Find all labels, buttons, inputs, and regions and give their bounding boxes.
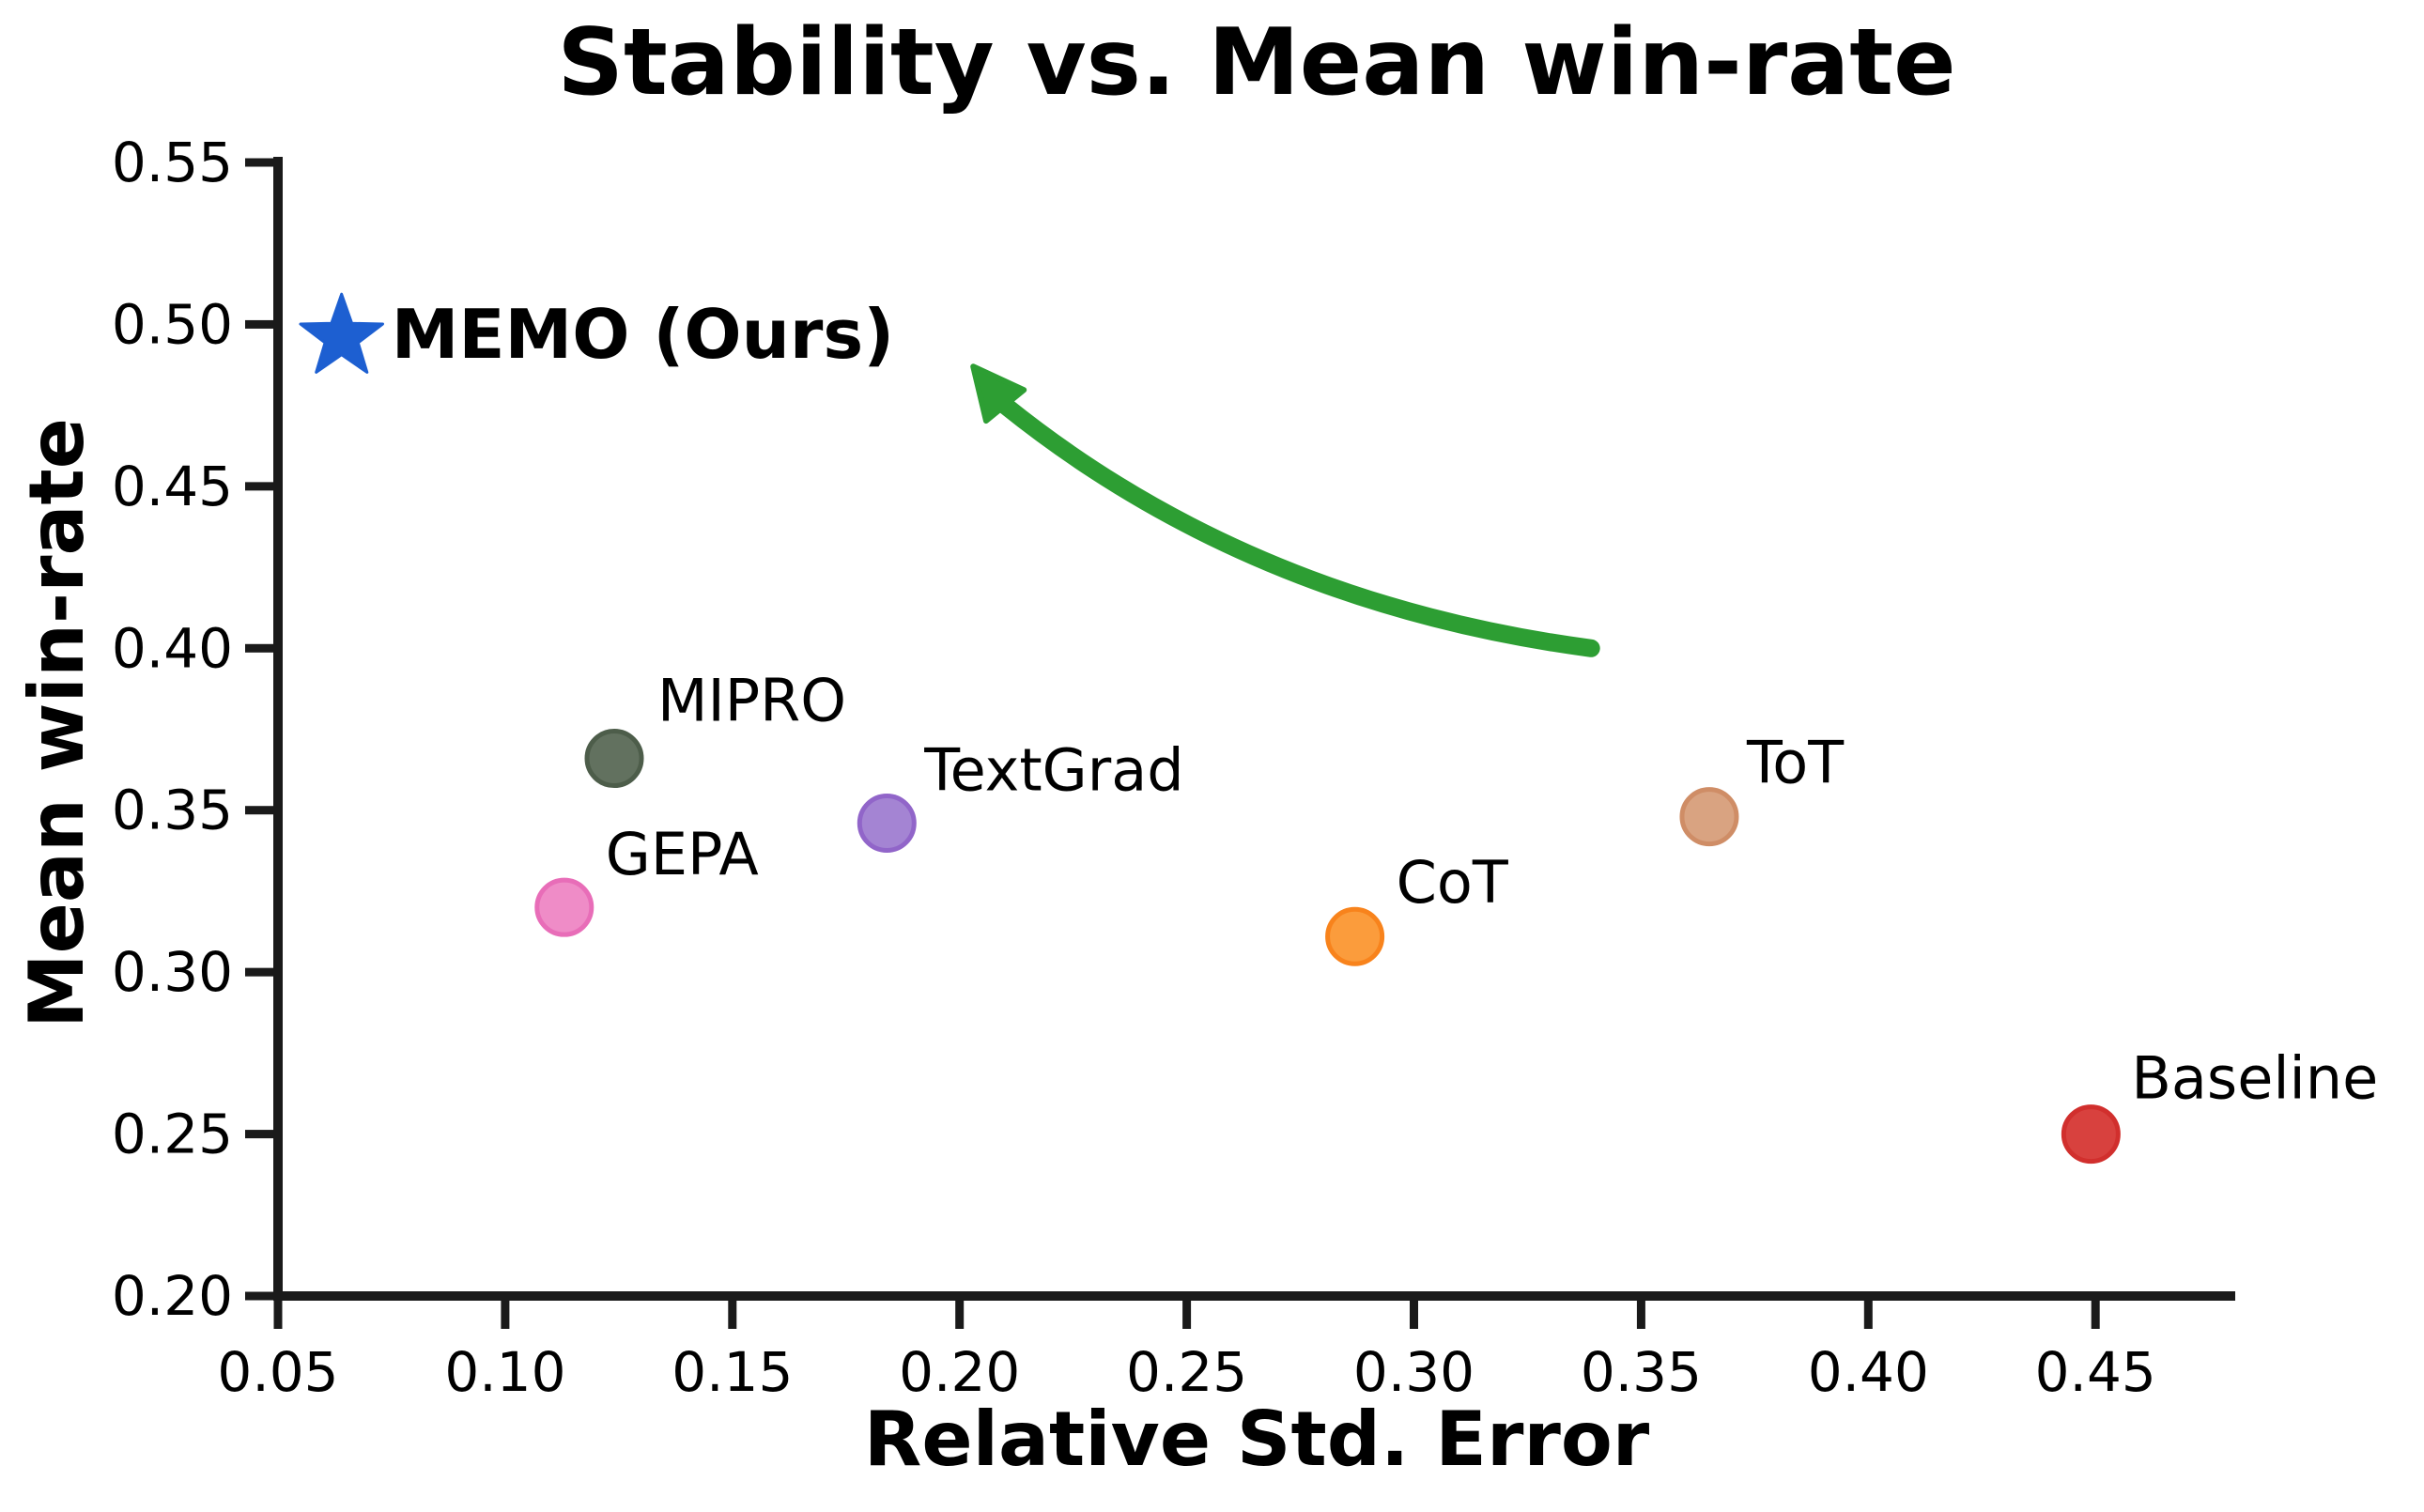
arrow-head-icon [970,363,1027,424]
x-tick-mark [1863,1301,1873,1329]
x-tick-label: 0.30 [1353,1340,1474,1404]
y-tick-mark [245,1130,273,1139]
y-axis-spine [273,157,283,1301]
y-tick-label: 0.35 [112,779,233,842]
series-tot: ToT [1679,729,1845,847]
y-tick-mark [245,319,273,329]
series-gepa: GEPA [534,820,759,937]
x-tick-mark [273,1301,283,1329]
point-label-cot: CoT [1397,848,1509,917]
x-axis-ticks: 0.05 0.10 0.15 0.20 0.25 0.30 0.35 0.40 0.45 [217,1301,2156,1404]
y-tick-label: 0.45 [112,455,233,518]
point-label-baseline: Baseline [2131,1044,2378,1113]
series-cot: CoT [1325,848,1509,966]
y-axis-label: Mean win-rate [13,418,100,1028]
y-tick-label: 0.50 [112,292,233,356]
series-baseline: Baseline [2061,1044,2378,1165]
x-tick-label: 0.05 [217,1340,338,1404]
x-tick-label: 0.15 [672,1340,793,1404]
y-tick-mark [245,967,273,977]
data-points: MEMO (Ours) MIPRO GEPA TextGrad CoT ToT Baseli… [299,292,2378,1165]
point-cot [1325,906,1385,966]
chart-title: Stability vs. Mean win-rate [557,9,1955,116]
x-axis-label: Relative Std. Error [864,1396,1650,1483]
y-tick-label: 0.55 [112,131,233,194]
point-star-memo-ours [299,292,384,374]
x-tick-mark [1410,1301,1418,1329]
y-tick-mark [245,482,273,491]
x-tick-label: 0.20 [899,1340,1020,1404]
y-axis-ticks: 0.20 0.25 0.30 0.35 0.40 0.45 0.50 0.55 [112,131,273,1328]
x-tick-mark [2091,1301,2100,1329]
x-tick-label: 0.45 [2035,1340,2156,1404]
y-tick-mark [245,806,273,815]
y-tick-mark [245,158,273,167]
x-axis-spine [273,1291,2235,1301]
x-tick-label: 0.25 [1126,1340,1247,1404]
y-tick-mark [245,643,273,653]
point-label-memo-ours: MEMO (Ours) [392,295,894,374]
series-textgrad: TextGrad [857,736,1184,854]
point-mipro [584,729,644,789]
x-tick-mark [1182,1301,1192,1329]
x-tick-mark [728,1301,737,1329]
trend-arrow [970,363,1600,657]
x-tick-label: 0.10 [444,1340,565,1404]
y-tick-label: 0.30 [112,940,233,1004]
series-mipro: MIPRO [584,667,846,789]
point-label-textgrad: TextGrad [923,736,1183,805]
x-tick-mark [501,1301,510,1329]
y-tick-label: 0.20 [112,1264,233,1328]
x-tick-mark [1636,1301,1645,1329]
x-tick-mark [955,1301,965,1329]
point-label-gepa: GEPA [606,820,759,888]
point-tot [1679,787,1739,847]
y-tick-label: 0.25 [112,1103,233,1166]
point-baseline [2061,1104,2121,1165]
arrow-shaft [996,396,1600,657]
x-tick-label: 0.40 [1808,1340,1929,1404]
series-memo-ours: MEMO (Ours) [299,292,894,374]
axis-spines [273,157,2235,1301]
y-tick-mark [245,1291,273,1301]
point-label-mipro: MIPRO [657,667,846,735]
y-tick-label: 0.40 [112,616,233,680]
point-gepa [534,877,594,937]
x-tick-label: 0.35 [1581,1340,1702,1404]
point-textgrad [857,794,917,854]
point-label-tot: ToT [1746,729,1845,797]
